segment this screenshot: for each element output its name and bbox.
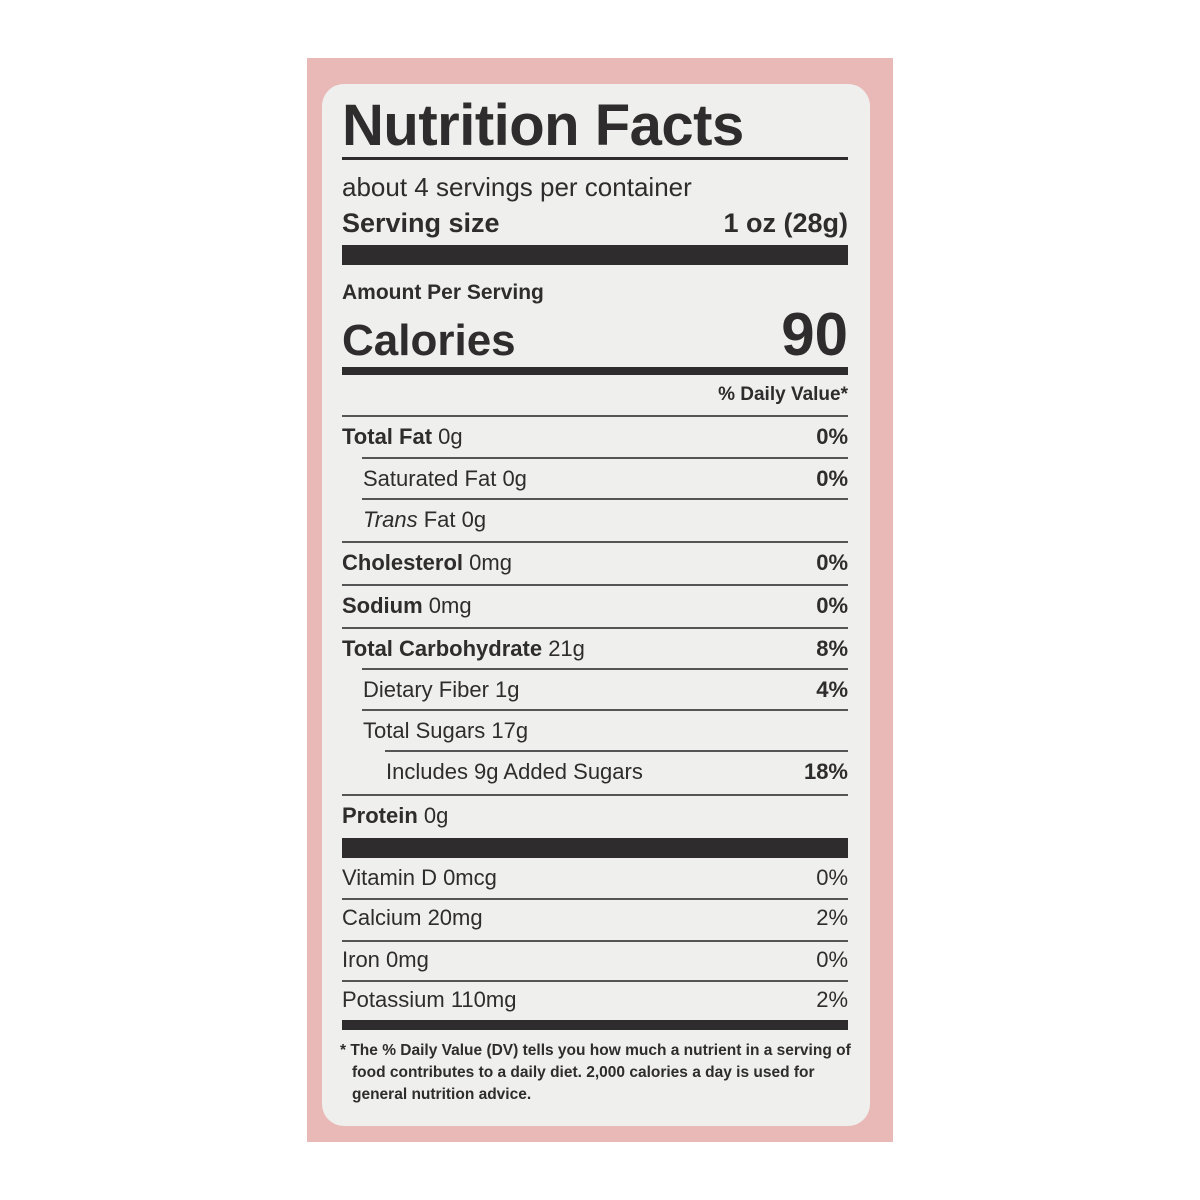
vitamin-row: Potassium 110mg 2% (342, 987, 848, 1017)
divider (342, 980, 848, 982)
nutrient-daily-value: 0% (816, 424, 848, 449)
divider (342, 541, 848, 543)
label-title: Nutrition Facts (342, 93, 744, 158)
nutrient-amount: 0mg (469, 550, 512, 575)
nutrient-amount: 21g (548, 636, 585, 661)
vitamin-label: Vitamin D 0mcg (342, 865, 497, 890)
footnote: * The % Daily Value (DV) tells you how m… (340, 1042, 851, 1103)
nutrient-name: Trans (363, 507, 418, 532)
nutrient-row: Total Fat 0g 0% (342, 424, 848, 454)
nutrient-amount: 0mg (428, 593, 472, 618)
serving-size-label: Serving size (342, 208, 500, 238)
nutrient-name: Dietary Fiber (363, 677, 489, 702)
divider (362, 668, 848, 670)
divider (342, 898, 848, 900)
nutrient-daily-value: 0% (816, 550, 848, 575)
divider (342, 940, 848, 942)
vitamin-row: Iron 0mg 0% (342, 947, 848, 977)
nutrient-daily-value: 18% (803, 759, 848, 784)
serving-size-value: 1 oz (28g) (723, 208, 848, 238)
nutrient-name: Saturated Fat (363, 466, 497, 491)
divider (362, 498, 848, 500)
divider (342, 584, 848, 586)
thick-divider (342, 838, 848, 858)
calories-value: 90 (781, 301, 848, 368)
calories-label: Calories (342, 316, 516, 365)
nutrient-name: Total Fat (342, 424, 433, 449)
medium-divider (342, 1020, 848, 1030)
nutrient-amount: 0g (438, 424, 463, 449)
nutrient-row: Sodium 0mg 0% (342, 593, 848, 623)
nutrient-row: Cholesterol 0mg 0% (342, 550, 848, 580)
divider (342, 415, 848, 417)
nutrient-name: Includes 9g Added Sugars (386, 759, 643, 784)
nutrient-row: Total Carbohydrate 21g 8% (342, 636, 848, 666)
nutrient-name: Sodium (342, 593, 423, 618)
thick-divider (342, 245, 848, 265)
nutrient-amount: 0g (502, 466, 527, 491)
nutrient-amount: 17g (491, 718, 529, 743)
vitamin-row: Vitamin D 0mcg 0% (342, 865, 848, 895)
nutrient-daily-value: 8% (816, 636, 848, 661)
divider (362, 709, 848, 711)
amount-per-serving: Amount Per Serving (342, 281, 544, 304)
nutrient-name: Total Carbohydrate (342, 636, 543, 661)
nutrient-daily-value: 4% (816, 677, 848, 702)
daily-value-header: % Daily Value* (342, 384, 848, 406)
medium-divider (342, 367, 848, 375)
nutrient-daily-value: 0% (816, 466, 848, 491)
vitamin-daily-value: 2% (816, 987, 848, 1012)
vitamin-label: Calcium 20mg (342, 905, 483, 930)
nutrient-amount: 0g (423, 803, 449, 828)
divider (385, 750, 848, 752)
daily-value-header-text: % Daily Value* (718, 384, 848, 405)
nutrient-name: Cholesterol (342, 550, 464, 575)
divider (342, 627, 848, 629)
servings-per-container: about 4 servings per container (342, 172, 692, 202)
nutrient-amount: 1g (495, 677, 520, 702)
divider (342, 157, 848, 160)
vitamin-label: Potassium 110mg (342, 987, 517, 1012)
vitamin-daily-value: 0% (816, 865, 848, 890)
nutrient-name: Total Sugars (363, 718, 486, 743)
nutrient-row: Trans Fat 0g (342, 507, 848, 537)
nutrient-daily-value: 0% (816, 593, 848, 618)
nutrient-row: Includes 9g Added Sugars 18% (342, 759, 848, 789)
vitamin-daily-value: 0% (816, 947, 848, 972)
vitamin-daily-value: 2% (816, 905, 848, 930)
divider (342, 794, 848, 796)
calories-row: Calories 90 (342, 300, 848, 369)
serving-size-row: Serving size 1 oz (28g) (342, 208, 848, 239)
vitamin-label: Iron 0mg (342, 947, 429, 972)
nutrient-amount: Fat 0g (423, 507, 487, 532)
nutrient-row: Protein 0g (342, 803, 848, 833)
nutrient-row: Dietary Fiber 1g 4% (342, 677, 848, 707)
nutrient-row: Saturated Fat 0g 0% (342, 466, 848, 496)
divider (362, 457, 848, 459)
nutrient-name: Protein (342, 803, 418, 828)
nutrient-row: Total Sugars 17g (342, 718, 848, 748)
vitamin-row: Calcium 20mg 2% (342, 905, 848, 935)
